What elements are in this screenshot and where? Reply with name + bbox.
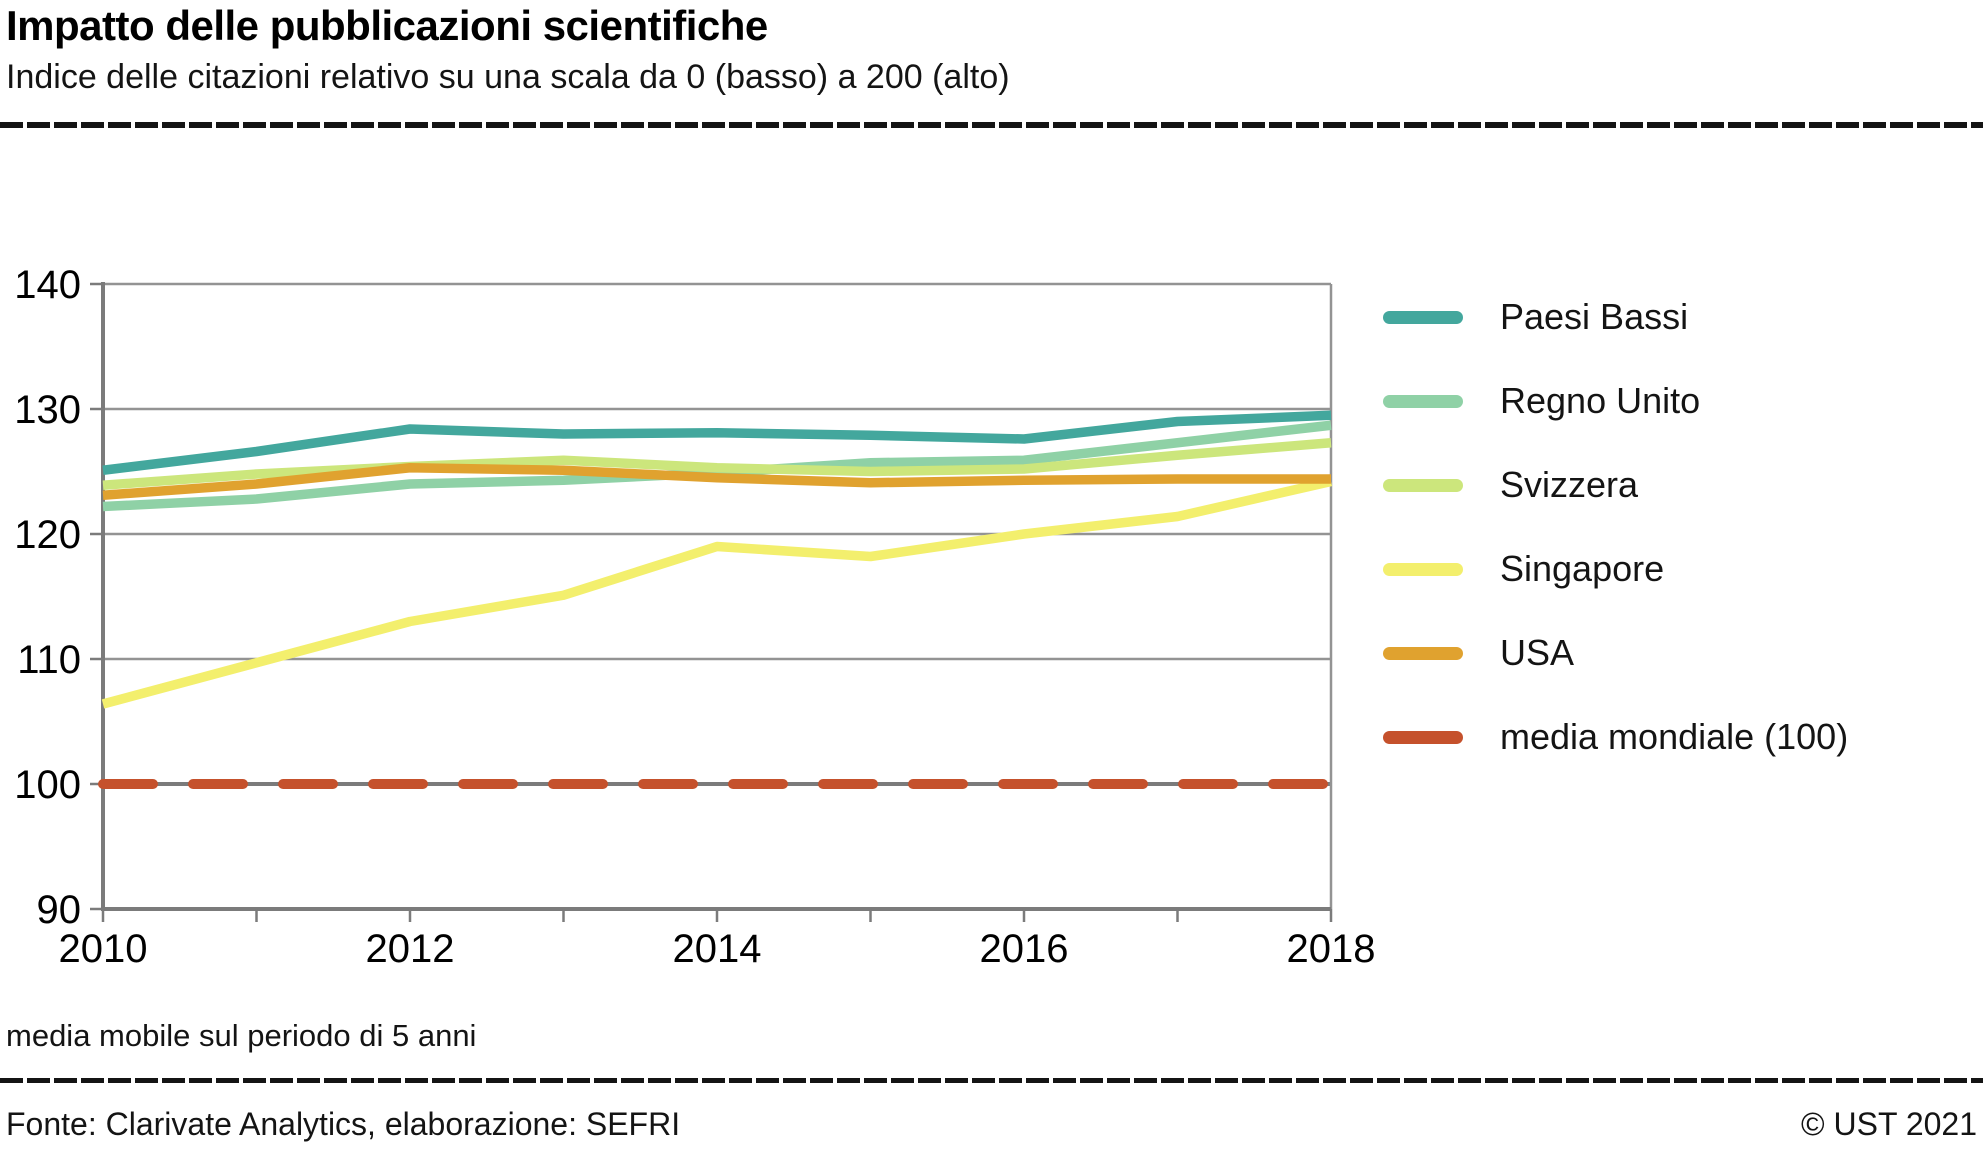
svg-text:2014: 2014 bbox=[673, 927, 762, 971]
bottom-divider bbox=[0, 1078, 1983, 1083]
copyright-notice: © UST 2021 bbox=[1801, 1106, 1977, 1142]
legend-item: media mondiale (100) bbox=[1383, 695, 1848, 779]
svg-text:2018: 2018 bbox=[1287, 927, 1376, 971]
page-title: Impatto delle pubblicazioni scientifiche bbox=[6, 2, 768, 49]
svg-text:140: 140 bbox=[14, 263, 81, 307]
legend-item: Svizzera bbox=[1383, 443, 1848, 527]
svg-text:2016: 2016 bbox=[980, 927, 1069, 971]
legend-label: Singapore bbox=[1500, 548, 1665, 589]
legend-swatch bbox=[1383, 310, 1463, 324]
legend-swatch bbox=[1383, 562, 1463, 576]
source-credit: Fonte: Clarivate Analytics, elaborazione… bbox=[6, 1106, 681, 1142]
svg-text:120: 120 bbox=[14, 513, 81, 557]
svg-text:100: 100 bbox=[14, 763, 81, 807]
legend-swatch bbox=[1383, 394, 1463, 408]
top-divider bbox=[0, 122, 1983, 128]
legend-swatch bbox=[1383, 646, 1463, 660]
legend-item: USA bbox=[1383, 611, 1848, 695]
svg-text:90: 90 bbox=[37, 888, 82, 932]
svg-text:2010: 2010 bbox=[59, 927, 148, 971]
legend-label: Paesi Bassi bbox=[1500, 296, 1689, 337]
legend-swatch bbox=[1383, 730, 1463, 744]
svg-text:2012: 2012 bbox=[366, 927, 455, 971]
page-subtitle: Indice delle citazioni relativo su una s… bbox=[6, 58, 1010, 96]
legend-label: USA bbox=[1500, 632, 1575, 673]
legend-item: Regno Unito bbox=[1383, 359, 1848, 443]
svg-text:110: 110 bbox=[17, 638, 81, 682]
svg-text:130: 130 bbox=[14, 388, 81, 432]
legend-label: media mondiale (100) bbox=[1500, 716, 1849, 757]
chart-legend: Paesi Bassi Regno Unito Svizzera Singapo… bbox=[1383, 275, 1848, 779]
legend-item: Paesi Bassi bbox=[1383, 275, 1848, 359]
legend-item: Singapore bbox=[1383, 527, 1848, 611]
legend-label: Regno Unito bbox=[1500, 380, 1701, 421]
chart-footnote: media mobile sul periodo di 5 anni bbox=[6, 1018, 477, 1053]
legend-swatch bbox=[1383, 478, 1463, 492]
legend-label: Svizzera bbox=[1500, 464, 1639, 505]
